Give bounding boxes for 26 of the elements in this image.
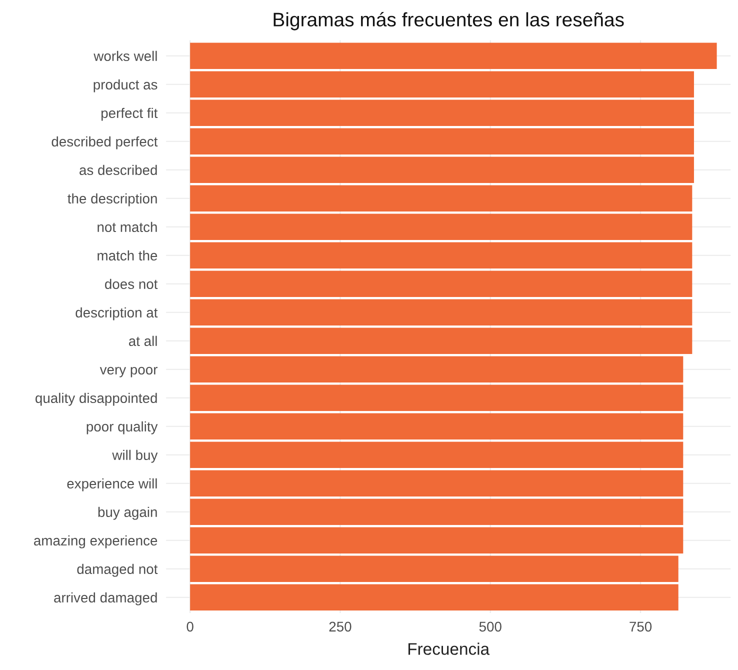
y-tick-label: very poor: [100, 366, 158, 378]
y-tick-label: quality disappointed: [36, 392, 157, 406]
y-tick-label: works well: [94, 50, 157, 62]
y-tick-label: poor quality: [86, 421, 158, 434]
y-tick-label: the description: [68, 193, 157, 206]
y-tick-label: product as: [94, 79, 158, 92]
y-tick-label: amazing experience: [34, 535, 158, 548]
y-tick-label: perfect fit: [101, 108, 158, 121]
x-tick-label: 250: [329, 622, 352, 632]
y-tick-label: does not: [105, 278, 158, 290]
y-tick-label: as described: [80, 164, 157, 176]
y-tick-label: description at: [76, 307, 158, 320]
y-tick-label: not match: [98, 222, 157, 232]
y-tick-label: at all: [128, 336, 157, 346]
x-tick-label: 500: [479, 622, 502, 632]
y-tick-label: match the: [98, 250, 158, 261]
x-tick-label: 0: [186, 622, 194, 632]
chart-title: Bigramas más frecuentes en las reseñas: [274, 12, 624, 30]
y-tick-label: buy again: [98, 506, 157, 520]
y-tick-label: will buy: [112, 450, 158, 463]
y-tick-label: damaged not: [77, 564, 158, 577]
y-tick-label: described perfect: [52, 136, 158, 150]
x-axis-title: Frecuencia: [408, 642, 490, 655]
y-tick-label: arrived damaged: [54, 592, 157, 606]
x-tick-label: 750: [630, 622, 652, 632]
y-tick-label: experience will: [67, 478, 157, 492]
